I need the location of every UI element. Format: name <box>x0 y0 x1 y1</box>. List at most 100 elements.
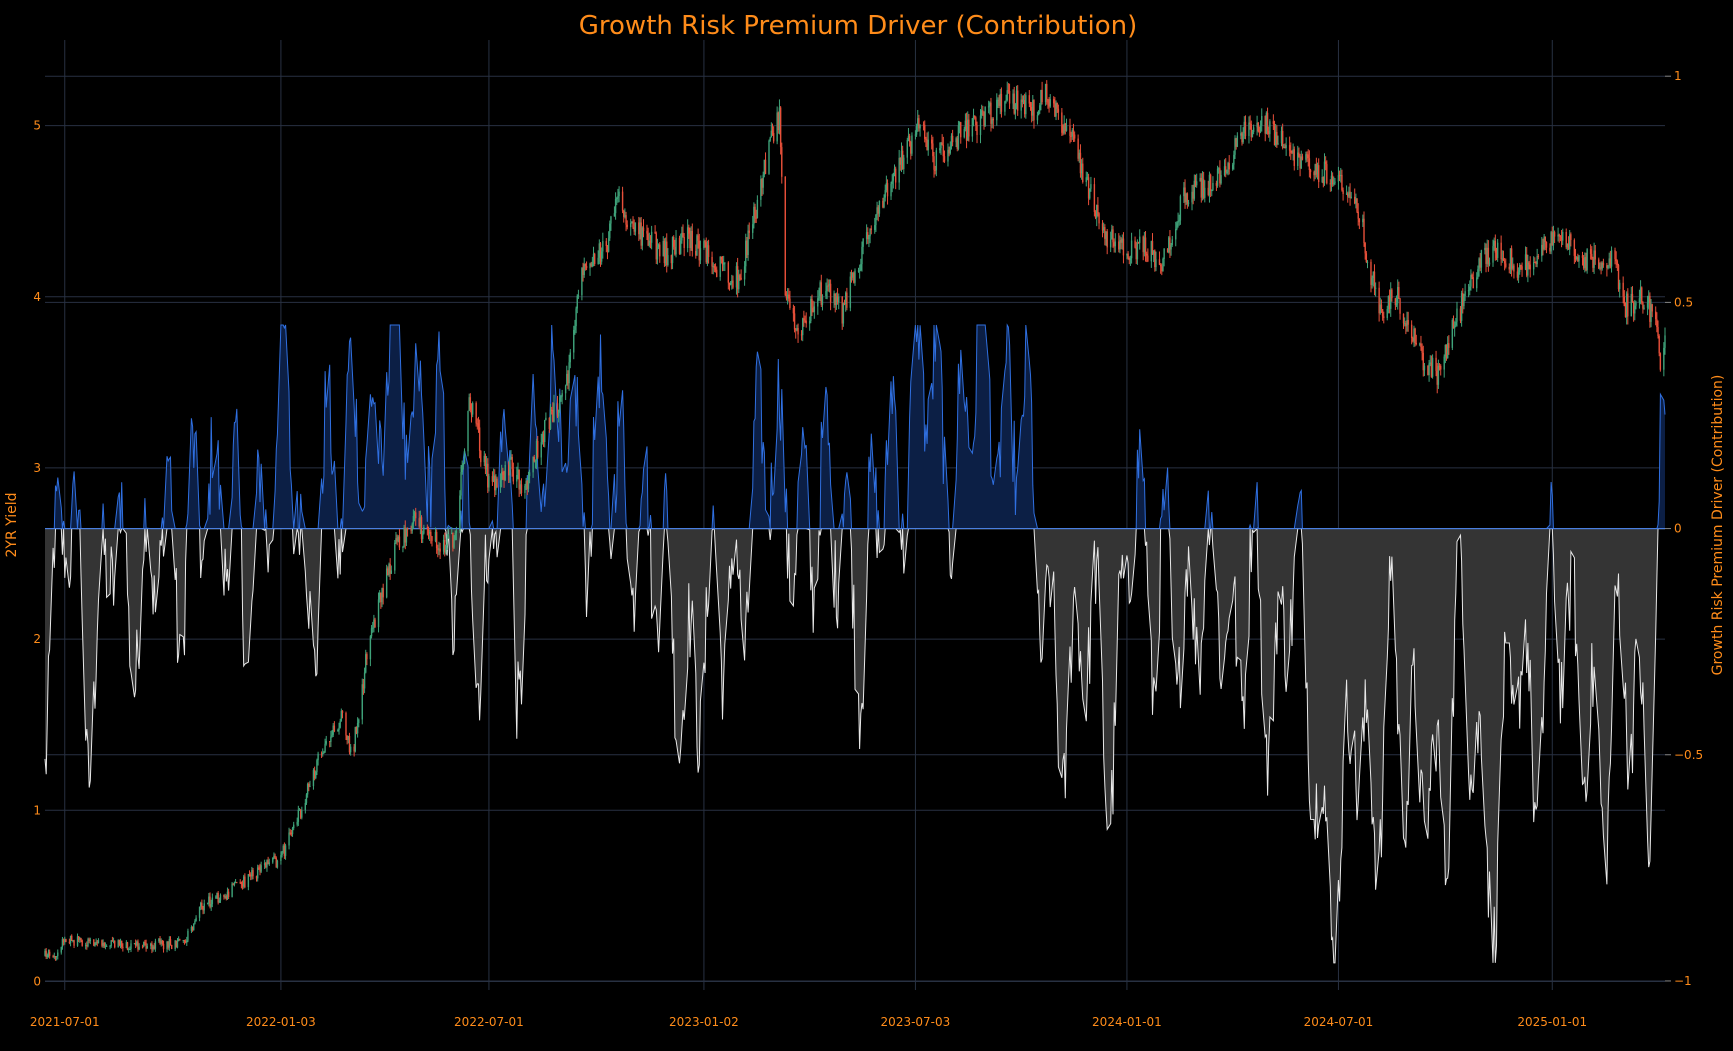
candle-body-down <box>659 244 661 257</box>
candle-body-down <box>908 135 911 142</box>
candle-body-down <box>1151 241 1154 255</box>
candle-body-down <box>1306 154 1308 156</box>
candle-body-up <box>1601 262 1603 269</box>
candle-body-up <box>1634 305 1636 314</box>
candle-body-down <box>820 282 822 305</box>
candle-body-down <box>475 403 477 424</box>
candle-body-up <box>1243 121 1246 134</box>
candle-body-down <box>283 845 286 856</box>
candle-body-down <box>1299 156 1301 169</box>
candle-body-up <box>1512 265 1514 269</box>
candle-body-up <box>1143 237 1146 253</box>
candle-body-up <box>989 102 991 107</box>
candle-body-up <box>731 280 733 283</box>
candle-body-down <box>1322 177 1325 184</box>
candle-body-down <box>1258 131 1261 133</box>
candle-body-down <box>1494 240 1497 253</box>
candle-body-down <box>1219 168 1221 184</box>
candle-body-up <box>675 237 677 255</box>
candle-body-down <box>62 939 65 943</box>
candle-body-down <box>550 409 553 411</box>
candle-body-up <box>260 865 262 872</box>
candle-body-up <box>1109 239 1112 248</box>
candle-body-down <box>191 927 194 930</box>
candle-body-down <box>439 548 441 552</box>
candle-body-up <box>566 373 568 386</box>
candle-body-down <box>1166 248 1169 253</box>
candle-body-up <box>1610 250 1613 267</box>
candle-body-up <box>1080 163 1083 174</box>
candle-body-up <box>143 941 145 947</box>
candle-body-up <box>361 684 363 720</box>
x-tick-label: 2022-01-03 <box>246 1015 316 1029</box>
candle-body-down <box>642 227 645 231</box>
candle-body-up <box>1469 286 1471 291</box>
candle-body-down <box>1087 177 1090 199</box>
candle-body-down <box>201 902 203 910</box>
candle-body-up <box>1423 365 1426 371</box>
candle-body-up <box>1119 239 1121 250</box>
candle-body-up <box>1187 202 1190 204</box>
candle-body-up <box>363 672 366 689</box>
candle-body-up <box>1413 328 1415 342</box>
candle-body-down <box>494 475 496 491</box>
candle-body-down <box>649 240 652 243</box>
candle-body-up <box>421 533 424 540</box>
candle-body-up <box>860 264 862 271</box>
candle-body-up <box>613 213 616 217</box>
candle-body-down <box>1209 174 1212 191</box>
candle-body-up <box>1618 282 1621 290</box>
candle-body-up <box>745 240 747 267</box>
candle-body-down <box>1097 205 1099 214</box>
candle-body-down <box>1651 304 1653 312</box>
candle-body-up <box>195 917 197 922</box>
candle-body-down <box>1549 247 1551 252</box>
candle-body-up <box>650 231 653 243</box>
candle-body-up <box>428 531 431 534</box>
candle-body-down <box>1391 289 1393 299</box>
y-tick-label: 5 <box>33 119 41 133</box>
candle-body-down <box>1405 323 1407 327</box>
candle-body-up <box>298 809 301 811</box>
candle-body-up <box>373 619 375 628</box>
candle-body-down <box>599 243 602 262</box>
candle-body-down <box>1007 90 1010 92</box>
candle-body-down <box>452 532 454 548</box>
candle-body-up <box>419 517 422 527</box>
candle-body-up <box>1220 175 1222 184</box>
candle-body-down <box>829 283 832 303</box>
x-tick-label: 2024-07-01 <box>1304 1015 1374 1029</box>
candle-body-down <box>1526 254 1528 276</box>
candle-body-up <box>166 941 168 950</box>
candle-body-down <box>670 255 673 264</box>
candle-body-up <box>1428 363 1430 376</box>
candle-body-down <box>1591 253 1593 259</box>
candle-body-up <box>738 275 740 290</box>
candle-body-down <box>1659 353 1662 370</box>
candle-body-down <box>740 277 742 280</box>
y-tick-label: 2 <box>33 632 41 646</box>
candle-body-down <box>1053 98 1055 104</box>
candle-body-up <box>1478 258 1480 270</box>
candle-body-down <box>507 464 510 476</box>
candle-body-up <box>176 941 179 948</box>
candle-body-up <box>459 495 461 531</box>
candle-body-up <box>453 539 455 548</box>
candle-body-up <box>768 140 770 174</box>
candle-body-down <box>1565 231 1567 248</box>
y-axis-title: 2YR Yield <box>4 493 20 558</box>
candle-body-up <box>1195 181 1198 186</box>
candle-body-up <box>576 295 578 309</box>
candle-body-up <box>569 352 571 363</box>
candle-body-up <box>219 894 222 901</box>
candle-body-up <box>575 308 577 327</box>
candle-body-up <box>1395 303 1398 306</box>
candle-body-down <box>683 237 685 249</box>
candle-body-up <box>1055 102 1057 117</box>
candle-body-down <box>431 536 433 542</box>
candle-body-down <box>943 156 946 162</box>
candle-body-up <box>1126 253 1128 256</box>
candle-body-up <box>1065 125 1068 131</box>
candle-body-down <box>1508 266 1510 270</box>
